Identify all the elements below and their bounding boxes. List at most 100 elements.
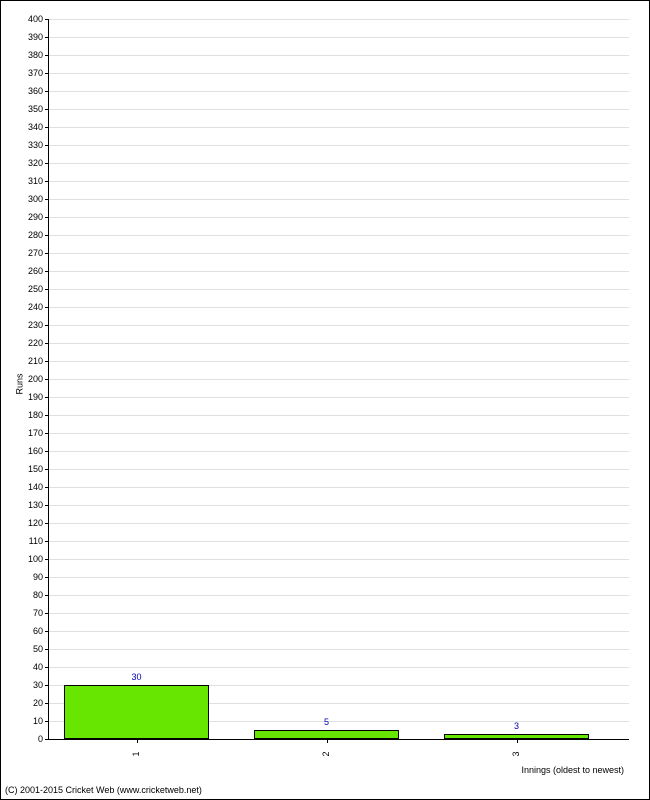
y-tick	[45, 307, 49, 308]
gridline	[49, 595, 629, 596]
y-tick-label: 110	[13, 536, 43, 546]
y-tick	[45, 703, 49, 704]
gridline	[49, 289, 629, 290]
y-tick	[45, 91, 49, 92]
y-tick-label: 10	[13, 716, 43, 726]
chart-container: 3053 Runs Innings (oldest to newest) (C)…	[0, 0, 650, 800]
gridline	[49, 361, 629, 362]
y-tick-label: 370	[13, 68, 43, 78]
gridline	[49, 379, 629, 380]
y-tick-label: 50	[13, 644, 43, 654]
y-tick-label: 80	[13, 590, 43, 600]
y-tick	[45, 649, 49, 650]
y-tick	[45, 343, 49, 344]
y-tick	[45, 289, 49, 290]
gridline	[49, 649, 629, 650]
gridline	[49, 307, 629, 308]
x-axis-title: Innings (oldest to newest)	[521, 765, 624, 775]
y-tick-label: 130	[13, 500, 43, 510]
y-tick	[45, 505, 49, 506]
gridline	[49, 253, 629, 254]
y-tick-label: 320	[13, 158, 43, 168]
y-tick	[45, 181, 49, 182]
gridline	[49, 127, 629, 128]
y-tick-label: 60	[13, 626, 43, 636]
y-tick	[45, 487, 49, 488]
y-tick	[45, 361, 49, 362]
y-tick	[45, 253, 49, 254]
gridline	[49, 487, 629, 488]
gridline	[49, 217, 629, 218]
gridline	[49, 667, 629, 668]
y-tick-label: 70	[13, 608, 43, 618]
y-tick	[45, 685, 49, 686]
y-tick	[45, 739, 49, 740]
y-tick-label: 210	[13, 356, 43, 366]
bar-value-label: 5	[324, 717, 329, 727]
gridline	[49, 433, 629, 434]
x-tick	[327, 739, 328, 743]
y-tick-label: 390	[13, 32, 43, 42]
gridline	[49, 19, 629, 20]
y-tick-label: 360	[13, 86, 43, 96]
y-tick-label: 280	[13, 230, 43, 240]
y-tick-label: 90	[13, 572, 43, 582]
y-tick	[45, 163, 49, 164]
gridline	[49, 235, 629, 236]
gridline	[49, 451, 629, 452]
gridline	[49, 181, 629, 182]
y-tick	[45, 145, 49, 146]
bar	[254, 730, 399, 739]
y-tick-label: 400	[13, 14, 43, 24]
gridline	[49, 145, 629, 146]
y-tick-label: 0	[13, 734, 43, 744]
gridline	[49, 415, 629, 416]
gridline	[49, 199, 629, 200]
y-tick-label: 190	[13, 392, 43, 402]
y-tick	[45, 235, 49, 236]
gridline	[49, 505, 629, 506]
y-tick-label: 20	[13, 698, 43, 708]
y-tick-label: 260	[13, 266, 43, 276]
y-tick-label: 100	[13, 554, 43, 564]
y-tick-label: 160	[13, 446, 43, 456]
y-tick	[45, 433, 49, 434]
y-tick	[45, 73, 49, 74]
x-tick-label: 2	[321, 751, 331, 756]
y-tick-label: 300	[13, 194, 43, 204]
y-tick	[45, 217, 49, 218]
gridline	[49, 73, 629, 74]
gridline	[49, 55, 629, 56]
y-tick-label: 310	[13, 176, 43, 186]
x-tick-label: 1	[131, 751, 141, 756]
y-tick	[45, 415, 49, 416]
x-tick-label: 3	[511, 751, 521, 756]
y-tick	[45, 541, 49, 542]
gridline	[49, 109, 629, 110]
y-tick-label: 270	[13, 248, 43, 258]
y-tick-label: 230	[13, 320, 43, 330]
y-tick-label: 170	[13, 428, 43, 438]
gridline	[49, 631, 629, 632]
gridline	[49, 613, 629, 614]
gridline	[49, 523, 629, 524]
y-tick-label: 120	[13, 518, 43, 528]
y-tick	[45, 19, 49, 20]
gridline	[49, 343, 629, 344]
y-tick	[45, 37, 49, 38]
y-tick	[45, 559, 49, 560]
y-tick	[45, 199, 49, 200]
y-tick-label: 200	[13, 374, 43, 384]
x-tick	[517, 739, 518, 743]
x-tick	[137, 739, 138, 743]
bar-value-label: 30	[131, 672, 141, 682]
y-tick	[45, 397, 49, 398]
y-tick	[45, 325, 49, 326]
y-tick-label: 290	[13, 212, 43, 222]
bar-value-label: 3	[514, 721, 519, 731]
y-tick	[45, 469, 49, 470]
gridline	[49, 325, 629, 326]
y-tick	[45, 109, 49, 110]
y-tick	[45, 379, 49, 380]
y-tick	[45, 577, 49, 578]
